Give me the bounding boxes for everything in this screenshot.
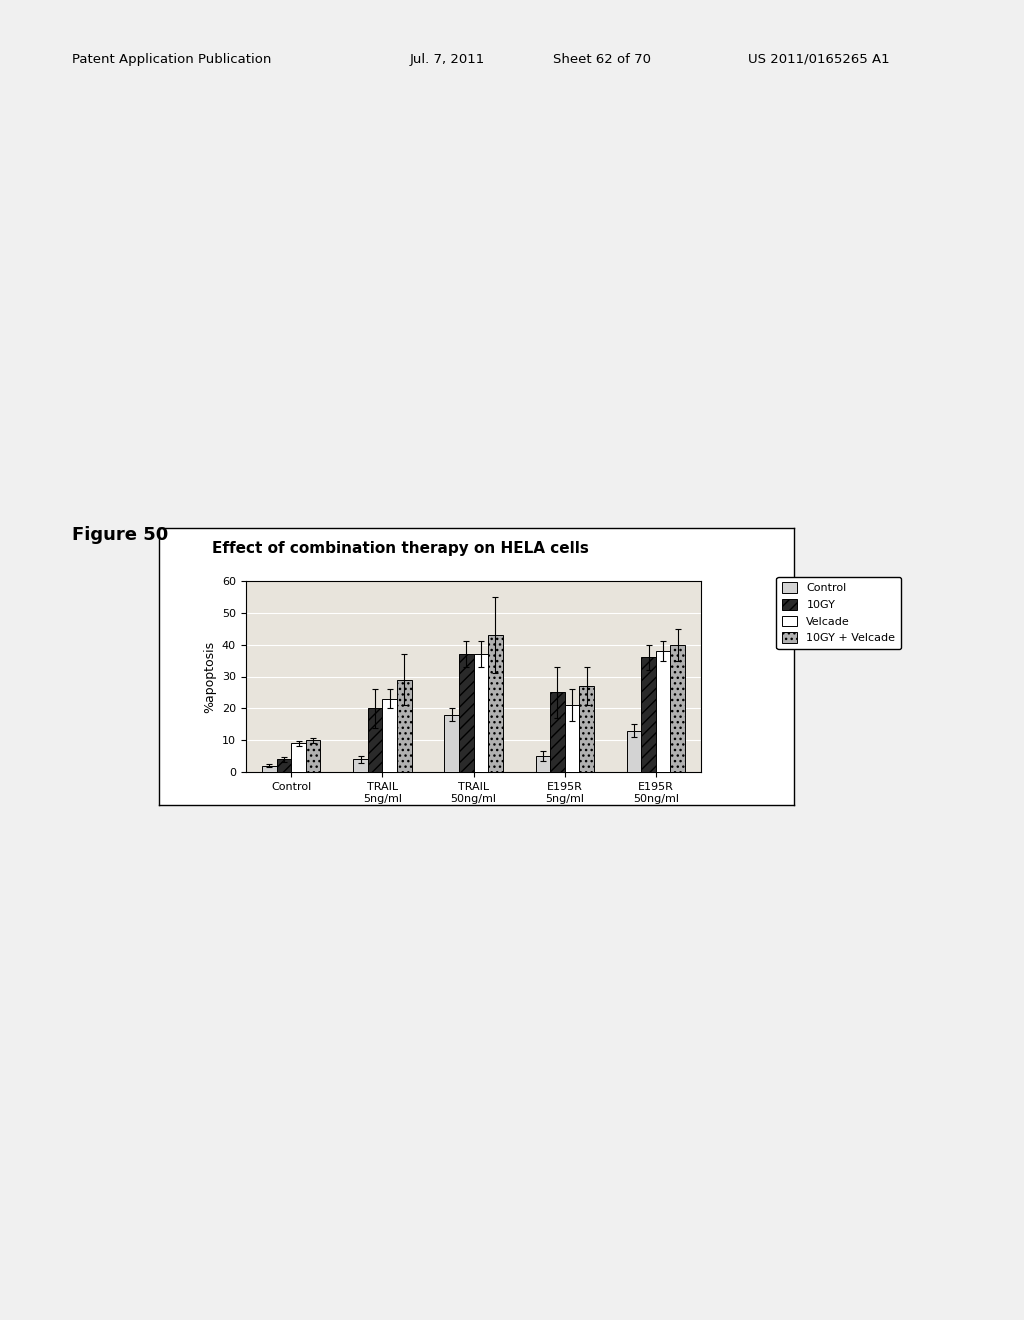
Legend: Control, 10GY, Velcade, 10GY + Velcade: Control, 10GY, Velcade, 10GY + Velcade [776,577,901,649]
Text: Effect of combination therapy on HELA cells: Effect of combination therapy on HELA ce… [212,541,589,556]
Bar [353,759,368,772]
Bar [580,686,594,772]
Bar [291,743,306,772]
Bar [671,644,685,772]
Text: Jul. 7, 2011: Jul. 7, 2011 [410,53,484,66]
Bar [276,759,292,772]
Bar [488,635,503,772]
Text: Patent Application Publication: Patent Application Publication [72,53,271,66]
Bar [627,731,641,772]
Text: US 2011/0165265 A1: US 2011/0165265 A1 [748,53,889,66]
Y-axis label: %apoptosis: %apoptosis [204,640,216,713]
Bar [536,756,550,772]
Bar [459,655,473,772]
Bar [397,680,412,772]
Bar [641,657,656,772]
Bar [444,715,459,772]
Bar [262,766,276,772]
Bar [383,698,397,772]
Bar [368,709,383,772]
Bar [550,693,565,772]
Text: Sheet 62 of 70: Sheet 62 of 70 [553,53,651,66]
Bar [656,651,671,772]
Bar [473,655,488,772]
Text: Figure 50: Figure 50 [72,525,168,544]
Bar [565,705,580,772]
Bar [306,741,321,772]
